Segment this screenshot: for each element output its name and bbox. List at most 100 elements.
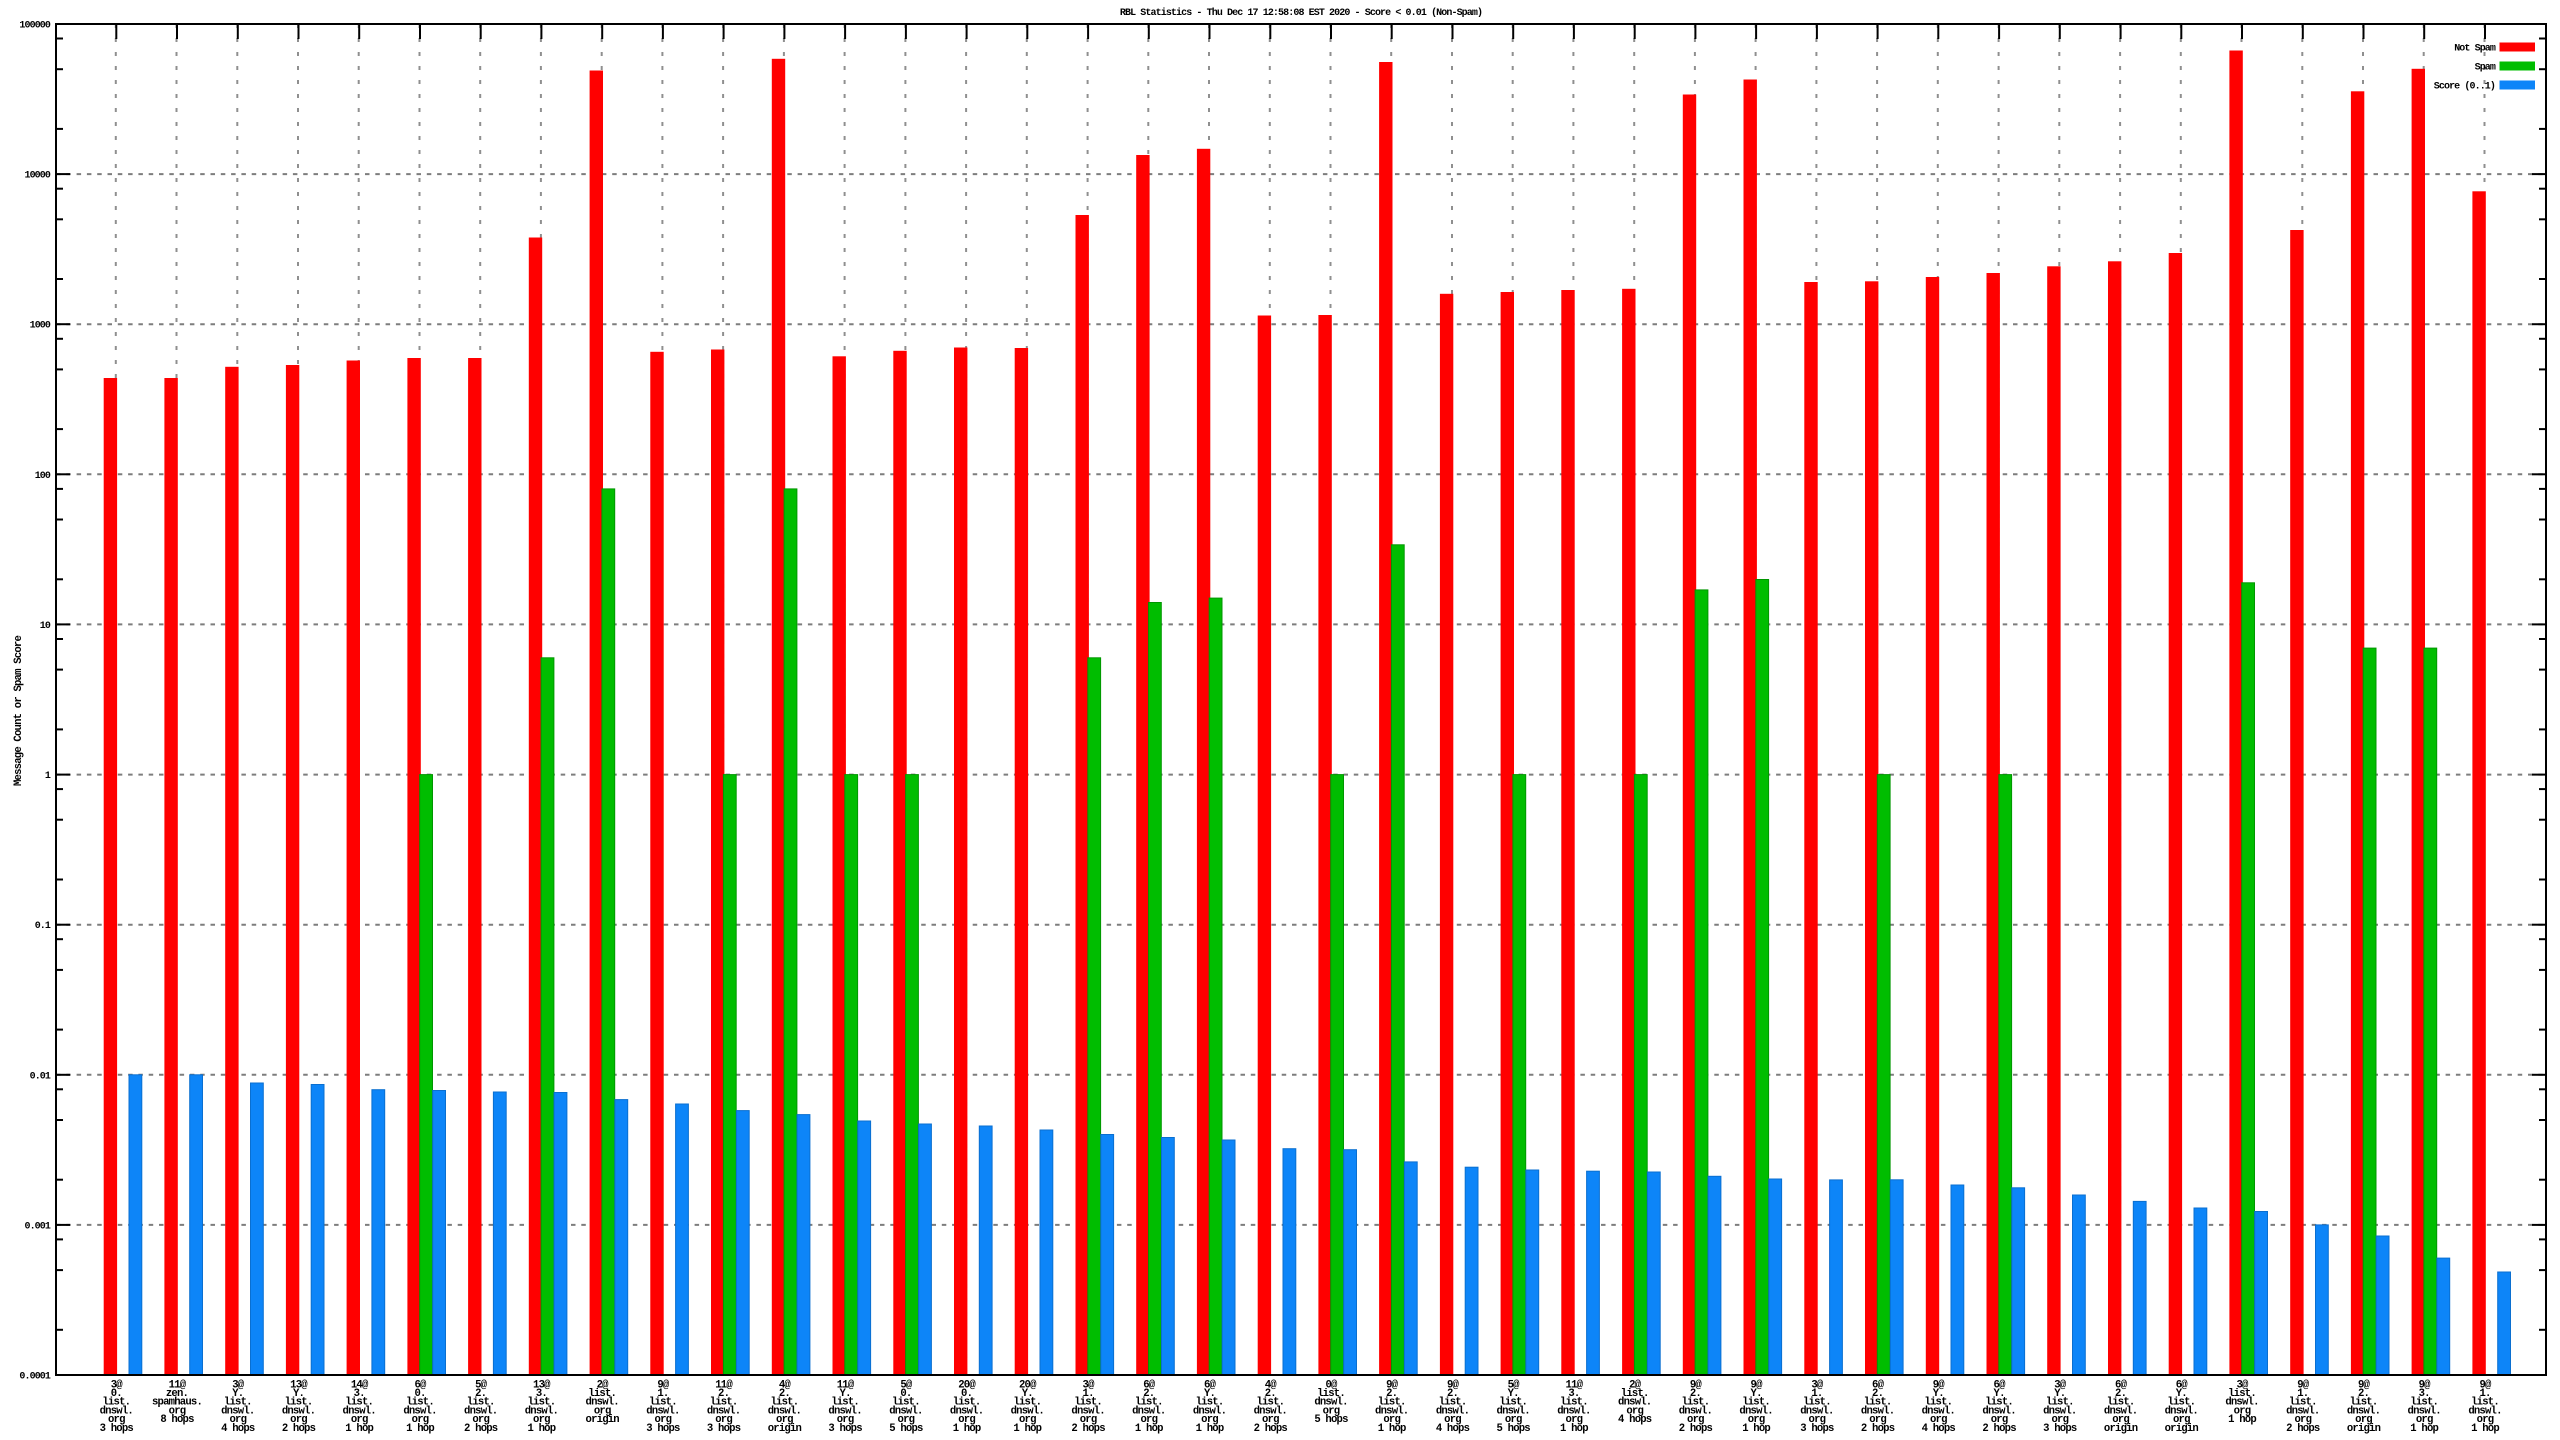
svg-text:5@: 5@ <box>900 1379 913 1391</box>
svg-text:dnswl.: dnswl. <box>586 1397 619 1409</box>
svg-text:2.: 2. <box>2115 1388 2126 1400</box>
svg-text:list.: list. <box>1682 1397 1710 1409</box>
svg-text:Score (0..1): Score (0..1) <box>2434 81 2495 93</box>
svg-text:org: org <box>655 1414 672 1426</box>
svg-text:dnswl.: dnswl. <box>2104 1405 2137 1417</box>
svg-text:2@: 2@ <box>1629 1379 1642 1391</box>
svg-text:20@: 20@ <box>958 1379 976 1391</box>
svg-text:list.: list. <box>1499 1397 1527 1409</box>
svg-text:Y.: Y. <box>1933 1388 1944 1400</box>
svg-text:5 hops: 5 hops <box>1497 1423 1531 1435</box>
svg-text:org: org <box>2112 1414 2129 1426</box>
svg-text:list.: list. <box>2410 1397 2438 1409</box>
svg-text:Y.: Y. <box>1022 1388 1033 1400</box>
svg-text:4@: 4@ <box>1265 1379 1278 1391</box>
svg-text:list.: list. <box>102 1397 130 1409</box>
svg-text:org: org <box>1019 1414 1036 1426</box>
svg-text:2.: 2. <box>718 1388 729 1400</box>
svg-text:list.: list. <box>831 1397 859 1409</box>
svg-text:2 hops: 2 hops <box>282 1423 316 1435</box>
svg-text:org: org <box>1201 1414 1218 1426</box>
svg-text:1 hop: 1 hop <box>1378 1423 1406 1435</box>
svg-text:3@: 3@ <box>1811 1379 1824 1391</box>
svg-text:org: org <box>1626 1405 1643 1417</box>
svg-text:org: org <box>594 1405 611 1417</box>
svg-text:4@: 4@ <box>779 1379 792 1391</box>
svg-text:2.: 2. <box>1447 1388 1458 1400</box>
svg-text:list.: list. <box>1196 1397 1224 1409</box>
svg-text:1 hop: 1 hop <box>1196 1423 1224 1435</box>
svg-text:1 hop: 1 hop <box>528 1423 556 1435</box>
svg-text:org: org <box>290 1414 307 1426</box>
svg-text:6@: 6@ <box>414 1379 427 1391</box>
svg-text:dnswl.: dnswl. <box>1436 1405 1469 1417</box>
svg-text:1 hop: 1 hop <box>1560 1423 1588 1435</box>
svg-text:dnswl.: dnswl. <box>646 1405 679 1417</box>
svg-text:2.: 2. <box>1386 1388 1397 1400</box>
svg-text:org: org <box>958 1414 975 1426</box>
svg-text:org: org <box>2416 1414 2433 1426</box>
svg-text:3@: 3@ <box>111 1379 124 1391</box>
svg-text:11@: 11@ <box>1566 1379 1584 1391</box>
svg-text:1 hop: 1 hop <box>406 1423 434 1435</box>
svg-text:Y.: Y. <box>1508 1388 1519 1400</box>
svg-text:0.: 0. <box>961 1388 972 1400</box>
svg-text:2 hops: 2 hops <box>2286 1423 2320 1435</box>
svg-text:3@: 3@ <box>232 1379 245 1391</box>
svg-text:Y.: Y. <box>1751 1388 1762 1400</box>
svg-text:0.001: 0.001 <box>24 1221 50 1232</box>
svg-text:org: org <box>1505 1414 1522 1426</box>
svg-text:11@: 11@ <box>837 1379 855 1391</box>
svg-text:5 hops: 5 hops <box>1314 1414 1348 1426</box>
svg-text:1: 1 <box>45 771 51 782</box>
svg-text:list.: list. <box>528 1397 556 1409</box>
svg-text:0.01: 0.01 <box>30 1071 51 1082</box>
svg-text:dnswl.: dnswl. <box>950 1405 983 1417</box>
svg-text:1 hop: 1 hop <box>2410 1423 2438 1435</box>
svg-text:Y.: Y. <box>1994 1388 2005 1400</box>
svg-text:4 hops: 4 hops <box>1436 1423 1470 1435</box>
svg-text:3 hops: 3 hops <box>1800 1423 1834 1435</box>
svg-text:dnswl.: dnswl. <box>768 1405 801 1417</box>
svg-text:list.: list. <box>1621 1388 1649 1400</box>
svg-text:list.: list. <box>1013 1397 1041 1409</box>
svg-text:dnswl.: dnswl. <box>2408 1405 2441 1417</box>
svg-text:13@: 13@ <box>533 1379 551 1391</box>
svg-text:dnswl.: dnswl. <box>1557 1405 1590 1417</box>
svg-text:org: org <box>1566 1414 1583 1426</box>
svg-text:origin: origin <box>768 1423 802 1435</box>
svg-text:Y.: Y. <box>2176 1388 2187 1400</box>
svg-text:origin: origin <box>586 1414 620 1426</box>
svg-text:2.: 2. <box>1690 1388 1701 1400</box>
svg-text:3 hops: 3 hops <box>707 1423 741 1435</box>
svg-text:org: org <box>1748 1414 1765 1426</box>
svg-text:org: org <box>776 1414 793 1426</box>
svg-text:Y.: Y. <box>232 1388 243 1400</box>
svg-text:list.: list. <box>467 1397 495 1409</box>
svg-text:dnswl.: dnswl. <box>2225 1397 2258 1409</box>
svg-text:dnswl.: dnswl. <box>1861 1405 1894 1417</box>
svg-text:2.: 2. <box>779 1388 790 1400</box>
svg-text:4 hops: 4 hops <box>221 1423 255 1435</box>
svg-text:Y.: Y. <box>293 1388 304 1400</box>
svg-text:org: org <box>1140 1414 1157 1426</box>
svg-text:list.: list. <box>2107 1397 2135 1409</box>
svg-text:0@: 0@ <box>1325 1379 1338 1391</box>
svg-text:list.: list. <box>2350 1397 2378 1409</box>
svg-text:dnswl.: dnswl. <box>1800 1405 1833 1417</box>
svg-text:9@: 9@ <box>1690 1379 1703 1391</box>
svg-text:dnswl.: dnswl. <box>464 1405 497 1417</box>
svg-text:org: org <box>108 1414 125 1426</box>
svg-text:list.: list. <box>2228 1388 2256 1400</box>
svg-text:3@: 3@ <box>2236 1379 2249 1391</box>
svg-text:org: org <box>229 1414 246 1426</box>
svg-text:4 hops: 4 hops <box>1618 1414 1652 1426</box>
svg-text:org: org <box>1809 1414 1826 1426</box>
svg-text:3.: 3. <box>2419 1388 2430 1400</box>
svg-text:dnswl.: dnswl. <box>1132 1405 1165 1417</box>
svg-text:0.: 0. <box>900 1388 911 1400</box>
svg-text:list.: list. <box>2167 1397 2195 1409</box>
svg-text:org: org <box>2477 1414 2494 1426</box>
svg-text:dnswl.: dnswl. <box>1193 1405 1226 1417</box>
svg-text:org: org <box>2234 1405 2251 1417</box>
